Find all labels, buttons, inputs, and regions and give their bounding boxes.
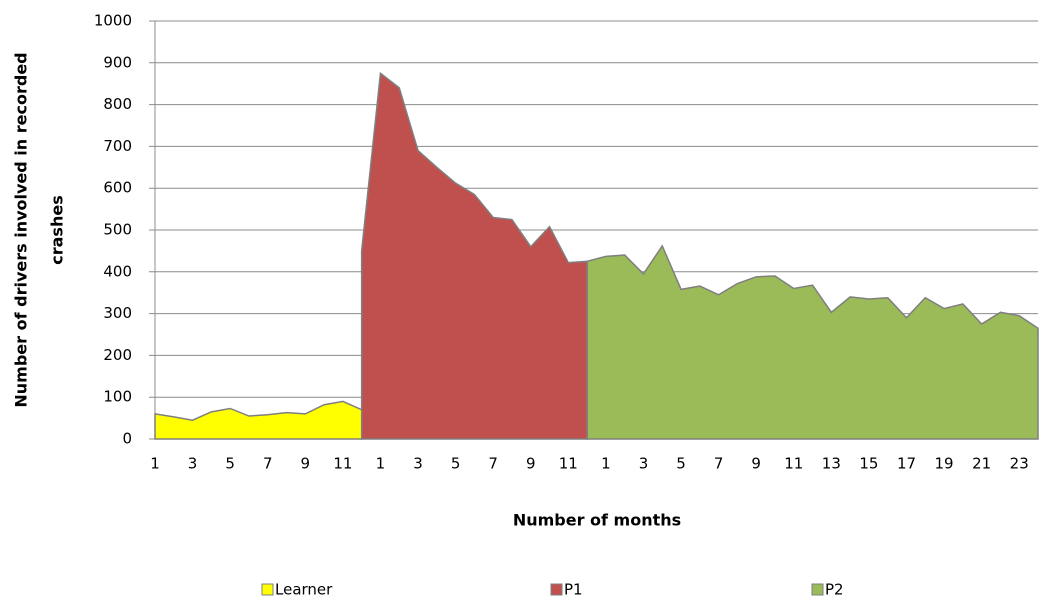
x-tick-label: 17: [897, 455, 916, 473]
x-tick-label: 5: [451, 455, 461, 473]
x-tick-label: 11: [333, 455, 352, 473]
legend-item: P2: [811, 581, 844, 599]
y-tick-label: 500: [103, 221, 132, 239]
x-tick-label: 3: [188, 455, 198, 473]
y-tick-label: 300: [103, 304, 132, 322]
x-tick-label: 9: [751, 455, 761, 473]
x-tick-label: 21: [972, 455, 991, 473]
x-tick-label: 11: [559, 455, 578, 473]
y-axis-title: Number of drivers involved in recorded c…: [12, 52, 67, 407]
y-tick-label: 400: [103, 262, 132, 280]
x-tick-label: 7: [714, 455, 724, 473]
x-tick-label: 1: [376, 455, 386, 473]
legend-label: Learner: [275, 581, 333, 599]
legend-item: P1: [550, 581, 583, 599]
x-tick-label: 5: [225, 455, 235, 473]
x-tick-label: 23: [1010, 455, 1029, 473]
x-tick-label: 1: [601, 455, 611, 473]
x-tick-label: 9: [526, 455, 536, 473]
legend-swatch: [550, 583, 563, 596]
x-tick-label: 7: [488, 455, 498, 473]
y-tick-label: 100: [103, 388, 132, 406]
x-tick-label: 19: [935, 455, 954, 473]
x-axis-title: Number of months: [513, 511, 681, 530]
x-tick-label: 3: [413, 455, 423, 473]
legend-label: P2: [825, 581, 844, 599]
legend-label: P1: [564, 581, 583, 599]
y-tick-label: 600: [103, 179, 132, 197]
x-tick-label: 5: [676, 455, 686, 473]
area: [586, 244, 1039, 440]
area: [154, 400, 363, 440]
legend-swatch: [811, 583, 824, 596]
area: [360, 71, 588, 440]
x-tick-label: 7: [263, 455, 273, 473]
y-axis-title-line: crashes: [48, 195, 67, 264]
y-tick-label: 900: [103, 53, 132, 71]
y-axis-title-line: Number of drivers involved in recorded: [12, 52, 31, 407]
y-tick-label: 1000: [94, 12, 132, 30]
y-tick-label: 0: [122, 430, 132, 448]
x-tick-label: 3: [639, 455, 649, 473]
y-tick-label: 700: [103, 137, 132, 155]
y-tick-label: 800: [103, 95, 132, 113]
x-tick-label: 15: [859, 455, 878, 473]
legend-swatch: [261, 583, 274, 596]
y-tick-label: 200: [103, 346, 132, 364]
x-tick-label: 11: [784, 455, 803, 473]
x-tick-label: 9: [301, 455, 311, 473]
legend-item: Learner: [261, 581, 333, 599]
x-tick-label: 13: [822, 455, 841, 473]
x-tick-label: 1: [150, 455, 160, 473]
